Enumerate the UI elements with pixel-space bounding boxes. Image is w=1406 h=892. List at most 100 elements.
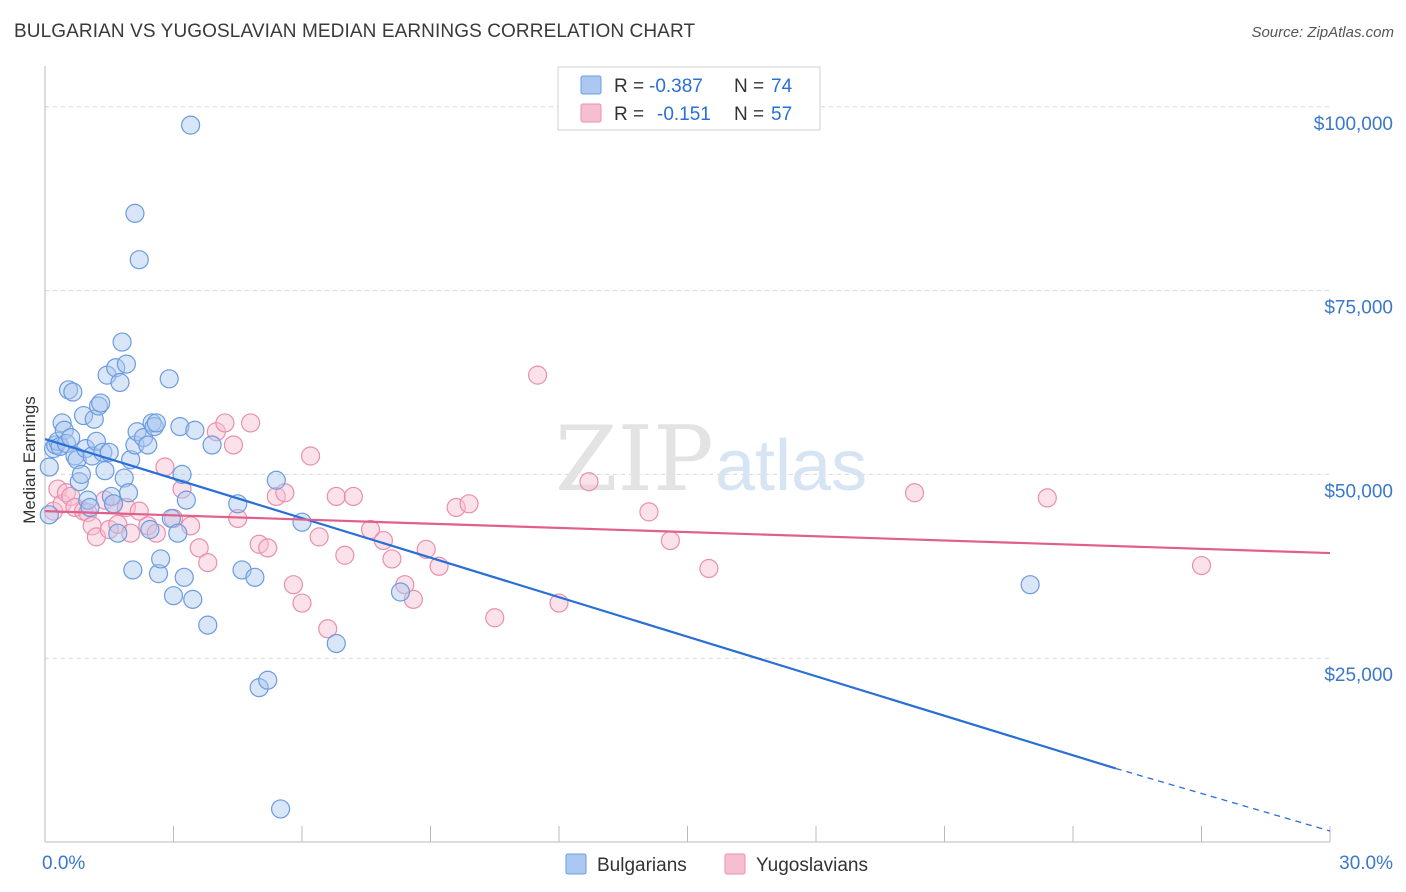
watermark: ZIP atlas [555, 407, 867, 512]
yugoslavian-point-31 [258, 538, 278, 558]
yugoslavian-point-38 [318, 619, 338, 639]
y-tick-labels: $25,000 $50,000 $75,000 $100,000 [1314, 114, 1393, 686]
yugoslavian-point-51 [485, 608, 505, 628]
yugoslavian-point-21 [172, 479, 192, 499]
bulgarian-point-14 [69, 472, 89, 492]
bulgarian-point-73 [326, 633, 346, 654]
legend-r-label-2: R = [614, 104, 644, 125]
legend-n-value-1: 74 [771, 76, 793, 97]
bulgarian-point-74 [390, 582, 411, 602]
yugoslavian-point-18 [146, 523, 166, 543]
yugoslavian-point-54 [579, 472, 599, 492]
yugoslavian-point-50 [459, 494, 479, 514]
bulgarian-point-71 [270, 799, 291, 819]
bulgarian-point-39 [123, 560, 143, 580]
chart-title: BULGARIAN VS YUGOSLAVIAN MEDIAN EARNINGS… [14, 21, 696, 42]
bulgarian-point-0 [39, 457, 59, 477]
bulgarian-point-54 [163, 586, 184, 606]
watermark-atlas: atlas [715, 426, 867, 506]
y-tick-label-0: $25,000 [1324, 665, 1393, 686]
yugoslavian-point-59 [1037, 488, 1057, 508]
yugoslavian-point-40 [335, 545, 355, 565]
yugoslavian-point-55 [639, 502, 659, 522]
yugoslavian-point-41 [343, 486, 363, 507]
bulgarians-points [39, 115, 1040, 819]
yugoslavian-point-44 [382, 549, 402, 569]
x-tick-label-end: 30.0% [1339, 853, 1393, 874]
legend-r-value-2: -0.151 [657, 104, 711, 125]
bulgarian-trend-line [44, 438, 1117, 770]
bulgarian-point-75 [1020, 575, 1040, 595]
y-axis-label: Median Earnings [20, 396, 39, 524]
bulgarian-trend-extension [1115, 767, 1331, 832]
bottom-legend-label-yugoslavians: Yugoslavians [756, 855, 868, 876]
yugoslavian-trend-line [44, 510, 1331, 555]
bottom-legend-label-bulgarians: Bulgarians [597, 855, 687, 876]
bulgarian-point-31 [106, 358, 126, 378]
bulgarian-point-15 [71, 464, 92, 484]
bulgarian-point-24 [91, 393, 111, 413]
bulgarian-point-35 [114, 468, 134, 488]
legend-n-label-2: N = [734, 104, 764, 125]
yugoslavian-point-39 [326, 486, 346, 507]
yugoslavian-point-29 [241, 413, 261, 433]
yugoslavian-point-37 [309, 527, 329, 547]
legend-r-value-1: -0.387 [649, 76, 703, 97]
bulgarian-point-61 [183, 589, 203, 609]
yugoslavian-point-26 [215, 413, 235, 433]
yugoslavian-point-57 [699, 558, 719, 579]
bulgarian-point-60 [181, 115, 201, 135]
yugoslavian-point-49 [446, 497, 466, 518]
trend-lines [44, 438, 1331, 832]
bottom-legend-swatch-yugoslavians [724, 853, 746, 875]
bulgarian-point-1 [39, 505, 59, 525]
yugoslavian-point-52 [527, 365, 548, 385]
correlation-legend: R = -0.387 N = 74 R = -0.151 N = 57 [557, 66, 821, 131]
bulgarian-point-37 [118, 483, 139, 503]
bulgarian-point-25 [93, 442, 113, 462]
x-tick-labels: 0.0% 30.0% [42, 853, 1393, 874]
legend-n-value-2: 57 [771, 104, 792, 125]
axes [44, 66, 1331, 843]
yugoslavian-point-60 [1191, 555, 1212, 576]
bulgarian-point-23 [88, 396, 109, 416]
bulgarian-point-6 [52, 413, 72, 433]
legend-n-label-1: N = [734, 76, 764, 97]
bulgarian-point-18 [78, 490, 98, 510]
bulgarian-point-62 [185, 420, 205, 440]
bulgarian-point-22 [86, 431, 107, 451]
bulgarian-point-50 [148, 564, 169, 584]
source-credit: Source: ZipAtlas.com [1251, 24, 1394, 41]
bottom-legend-swatch-bulgarians [565, 853, 587, 875]
bulgarian-point-52 [159, 369, 179, 389]
bulgarian-point-55 [168, 523, 188, 543]
bulgarian-point-36 [116, 354, 136, 374]
bulgarian-point-56 [170, 416, 190, 437]
yugoslavian-point-14 [116, 497, 136, 518]
bulgarian-point-11 [63, 382, 83, 402]
yugoslavian-point-24 [198, 553, 218, 573]
y-tick-label-3: $100,000 [1314, 114, 1393, 135]
yugoslavian-point-34 [283, 575, 304, 595]
bulgarian-point-43 [129, 250, 149, 270]
bulgarian-point-70 [266, 470, 286, 490]
legend-swatch-bulgarians [580, 75, 602, 95]
legend-frame [557, 66, 821, 131]
yugoslavian-point-16 [129, 501, 149, 521]
y-tick-label-2: $75,000 [1324, 298, 1393, 319]
bulgarian-point-49 [146, 413, 166, 433]
bulgarian-point-63 [198, 615, 218, 635]
legend-r-label-1: R = [614, 76, 644, 97]
bulgarian-point-67 [245, 567, 265, 587]
yugoslavian-point-56 [660, 530, 680, 551]
bulgarian-point-59 [176, 490, 196, 510]
bulgarian-point-26 [95, 461, 115, 481]
bulgarian-point-33 [110, 372, 130, 393]
x-tick-label-start: 0.0% [42, 853, 85, 874]
bulgarian-point-34 [112, 332, 132, 352]
y-tick-label-1: $50,000 [1324, 481, 1393, 502]
yugoslavian-point-35 [292, 593, 312, 613]
bulgarian-point-64 [202, 435, 222, 455]
bulgarian-point-45 [138, 435, 158, 455]
